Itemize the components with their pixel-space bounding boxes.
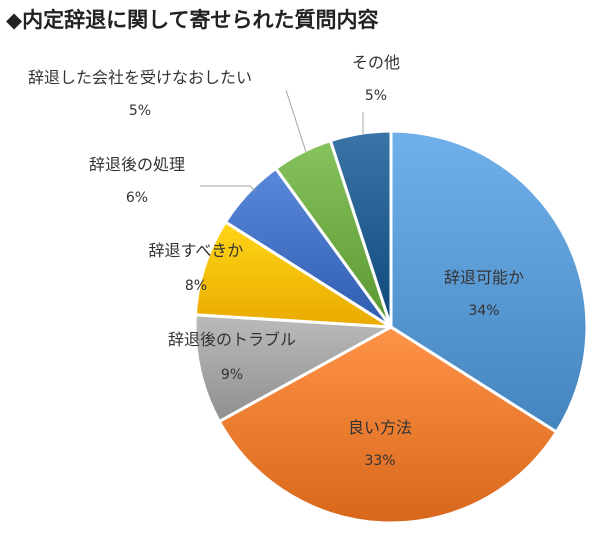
slice-label-2: 辞退後のトラブル — [168, 330, 296, 349]
slice-value-4: 6% — [126, 190, 148, 206]
slice-label-1: 良い方法 — [348, 418, 412, 437]
slice-value-3: 8% — [185, 278, 207, 294]
leader-line-4 — [200, 185, 256, 192]
slice-label-3: 辞退すべきか — [149, 241, 244, 260]
slice-value-5: 5% — [129, 103, 151, 119]
pie-slice-6 — [328, 129, 393, 329]
chart-title: ◆内定辞退に関して寄せられた質問内容 — [6, 8, 379, 32]
slice-value-2: 9% — [221, 367, 243, 383]
slice-value-1: 33% — [364, 453, 395, 469]
slice-value-0: 34% — [468, 303, 499, 319]
slice-label-0: 辞退可能か — [444, 268, 524, 287]
slice-value-6: 5% — [365, 88, 387, 104]
slice-label-4: 辞退後の処理 — [89, 155, 185, 174]
leader-line-5 — [285, 89, 307, 153]
pie-slice-2 — [193, 313, 393, 423]
pie-slice-3 — [193, 220, 393, 329]
slice-label-5: 辞退した会社を受けなおしたい — [28, 68, 252, 87]
slice-label-6: その他 — [352, 53, 400, 72]
